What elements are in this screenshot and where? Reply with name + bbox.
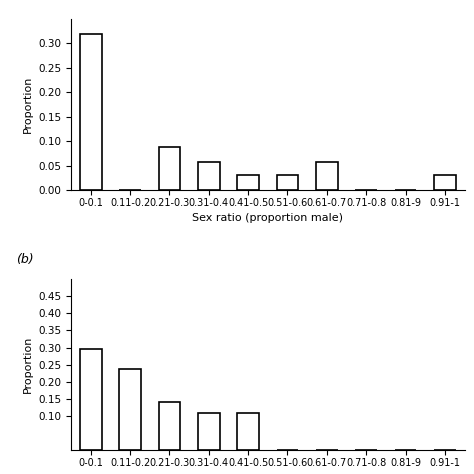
Bar xyxy=(198,162,219,190)
Bar xyxy=(198,413,219,450)
Bar xyxy=(237,413,259,450)
Bar xyxy=(316,162,337,190)
Bar xyxy=(277,175,298,190)
Bar xyxy=(80,34,101,190)
Bar xyxy=(237,175,259,190)
Y-axis label: Proportion: Proportion xyxy=(23,76,33,133)
Bar xyxy=(434,175,456,190)
Bar xyxy=(159,147,180,190)
X-axis label: Sex ratio (proportion male): Sex ratio (proportion male) xyxy=(192,213,343,223)
Y-axis label: Proportion: Proportion xyxy=(23,336,33,393)
Bar xyxy=(80,349,101,450)
Text: (b): (b) xyxy=(16,254,34,266)
Bar xyxy=(119,369,141,450)
Bar xyxy=(159,401,180,450)
